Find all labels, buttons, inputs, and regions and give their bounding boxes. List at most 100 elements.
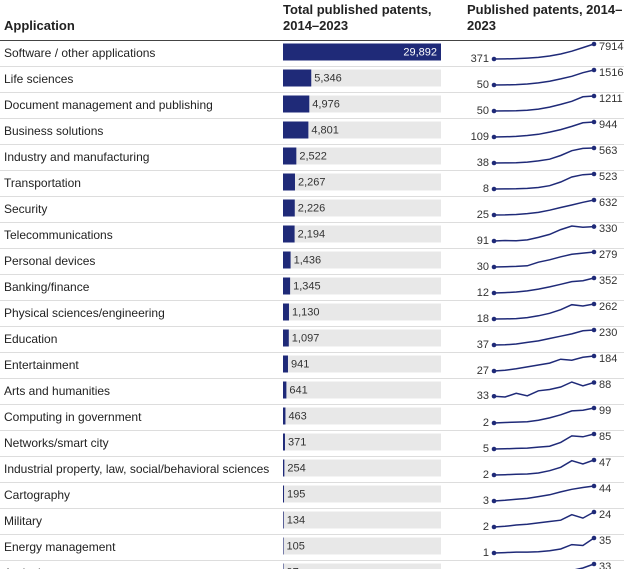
bar-value-label: 2,267 — [298, 176, 326, 188]
total-bar-chart: 1,097 — [283, 329, 441, 347]
sparkline-path — [493, 173, 595, 190]
start-value-label: 37 — [477, 339, 489, 349]
sparkline-path — [493, 69, 595, 86]
sparkline-path — [493, 303, 595, 320]
bar-value-label: 1,130 — [292, 306, 320, 318]
total-bar-chart: 1,130 — [283, 303, 441, 321]
bar — [283, 511, 284, 529]
start-dot — [491, 368, 497, 374]
sparkline-path — [493, 459, 595, 476]
start-dot — [491, 82, 497, 88]
bar — [283, 225, 295, 243]
bar — [283, 303, 289, 321]
bar-track — [283, 433, 441, 451]
bar-value-label: 29,892 — [403, 46, 437, 58]
start-dot — [491, 342, 497, 348]
table-row: Computing in government 463 2 99 — [0, 405, 624, 431]
end-dot — [591, 275, 597, 281]
application-label: Banking/finance — [4, 280, 90, 294]
bar — [283, 95, 310, 113]
end-value-label: 352 — [599, 275, 617, 287]
end-dot — [591, 249, 597, 255]
start-dot — [491, 446, 497, 452]
bar — [283, 433, 285, 451]
trend-cell: 33 88 — [467, 379, 624, 404]
end-dot — [591, 327, 597, 333]
table-header: Application Total published patents, 201… — [0, 0, 624, 41]
bar-track — [283, 303, 441, 321]
start-dot — [491, 290, 497, 296]
sparkline: 5 85 — [483, 431, 611, 455]
end-value-label: 279 — [599, 249, 617, 261]
table-row: Security 2,226 25 632 — [0, 197, 624, 223]
trend-cell: 8 523 — [467, 171, 624, 196]
sparkline: 25 632 — [477, 197, 618, 221]
end-dot — [591, 353, 597, 359]
bar — [283, 251, 291, 269]
total-bar-chart: 134 — [283, 511, 441, 529]
total-cell: 941 — [283, 354, 467, 377]
application-label: Military — [4, 514, 42, 528]
start-dot — [491, 550, 497, 556]
sparkline-path — [493, 433, 595, 450]
bar-track — [283, 277, 441, 295]
sparkline-path — [493, 485, 595, 502]
total-cell: 4,801 — [283, 120, 467, 143]
table-row: Document management and publishing 4,976 5… — [0, 93, 624, 119]
bar-value-label: 2,522 — [299, 150, 327, 162]
header-total: Total published patents, 2014–2023 — [283, 2, 432, 33]
bar-value-label: 941 — [291, 358, 309, 370]
sparkline: 50 1516 — [477, 67, 624, 91]
bar-value-label: 371 — [288, 436, 306, 448]
start-value-label: 1 — [483, 547, 489, 557]
sparkline: 3 44 — [483, 483, 611, 507]
end-dot — [591, 431, 597, 437]
application-label: Physical sciences/engineering — [4, 306, 165, 320]
sparkline-path — [493, 511, 595, 528]
application-label: Telecommunications — [4, 228, 113, 242]
start-dot — [491, 56, 497, 62]
sparkline-path — [493, 225, 595, 242]
total-bar-chart: 2,194 — [283, 225, 441, 243]
application-label: Industry and manufacturing — [4, 150, 150, 164]
bar-track — [283, 355, 441, 373]
total-cell: 1,436 — [283, 250, 467, 273]
bar-value-label: 2,194 — [298, 228, 326, 240]
end-value-label: 632 — [599, 197, 617, 209]
bar-track — [283, 121, 441, 139]
end-value-label: 944 — [599, 119, 617, 131]
end-value-label: 523 — [599, 171, 617, 183]
application-label: Industrial property, law, social/behavio… — [4, 462, 270, 476]
end-value-label: 184 — [599, 353, 617, 365]
start-value-label: 12 — [477, 287, 489, 297]
table-row: Personal devices 1,436 30 279 — [0, 249, 624, 275]
bar-track — [283, 251, 441, 269]
end-value-label: 88 — [599, 379, 611, 391]
start-dot — [491, 238, 497, 244]
bar — [283, 43, 441, 61]
total-cell: 1,097 — [283, 328, 467, 351]
total-bar-chart: 2,522 — [283, 147, 441, 165]
total-bar-chart: 29,892 — [283, 43, 441, 61]
trend-cell: 2 47 — [467, 457, 624, 482]
bar — [283, 407, 286, 425]
start-value-label: 50 — [477, 79, 489, 89]
bar-value-label: 641 — [289, 384, 307, 396]
application-label: Entertainment — [4, 358, 79, 372]
trend-cell: 3 44 — [467, 483, 624, 508]
bar — [283, 121, 309, 139]
total-cell: 1,345 — [283, 276, 467, 299]
sparkline-path — [493, 95, 595, 112]
table-row: Telecommunications 2,194 91 330 — [0, 223, 624, 249]
end-dot — [591, 41, 597, 47]
end-value-label: 44 — [599, 483, 611, 495]
bar — [283, 199, 295, 217]
end-dot — [591, 380, 597, 385]
start-dot — [491, 498, 497, 504]
total-cell: 105 — [283, 536, 467, 559]
sparkline-path — [493, 121, 595, 138]
end-value-label: 35 — [599, 535, 611, 547]
total-cell: 1,130 — [283, 302, 467, 325]
bar-value-label: 5,346 — [314, 72, 342, 84]
trend-cell: 27 184 — [467, 353, 624, 378]
